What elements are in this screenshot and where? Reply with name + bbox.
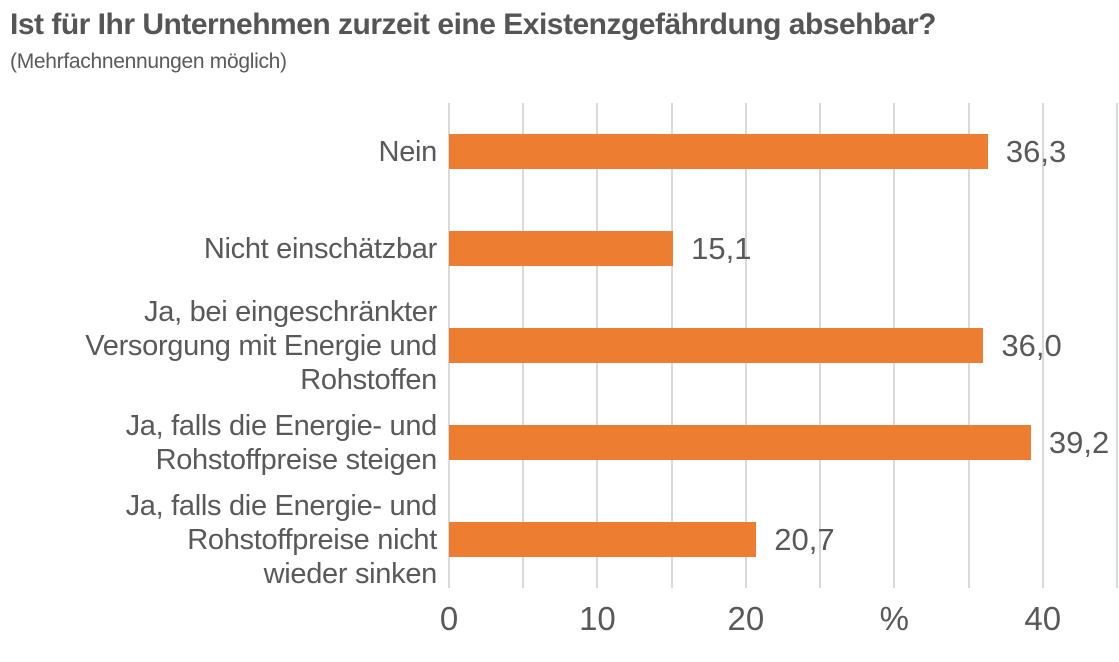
x-tick-label: 40: [1024, 600, 1062, 637]
bar: [449, 522, 757, 557]
x-tick-label: 0: [439, 600, 459, 637]
bar-value-label: 20,7: [774, 521, 835, 557]
bar: [449, 231, 674, 266]
category-label: Ja, falls die Energie- und Rohstoffpreis…: [125, 489, 438, 590]
chart-title: Ist für Ihr Unternehmen zurzeit eine Exi…: [10, 8, 937, 41]
bar-value-label: 15,1: [691, 230, 752, 266]
bar-value-label: 39,2: [1048, 424, 1110, 460]
bar-value-label: 36,0: [1001, 327, 1062, 363]
category-axis: Nein Nicht einschätzbar Ja, bei eingeschrä…: [0, 103, 438, 590]
x-tick-label: 20: [727, 600, 765, 637]
bar: [449, 328, 984, 363]
gridline: [1116, 103, 1118, 588]
category-label: Nicht einschätzbar: [203, 232, 437, 265]
x-tick-label: 10: [579, 600, 616, 637]
category-label: Nein: [378, 135, 438, 168]
plot-area: 36,3 15,1 36,0 39,2 20,7: [448, 103, 1118, 588]
bar: [449, 425, 1031, 460]
bar: [449, 134, 988, 169]
category-label: Ja, bei eingeschränkter Versorgung mit E…: [85, 295, 437, 396]
category-label: Ja, falls die Energie- und Rohstoffpreis…: [125, 409, 438, 476]
gridline: [1041, 103, 1044, 588]
x-tick-label: %: [879, 600, 909, 637]
chart-subtitle: (Mehrfachnennungen möglich): [10, 50, 287, 73]
bar-value-label: 36,3: [1005, 133, 1067, 169]
x-axis: 0 10 20% 40: [440, 600, 1117, 645]
